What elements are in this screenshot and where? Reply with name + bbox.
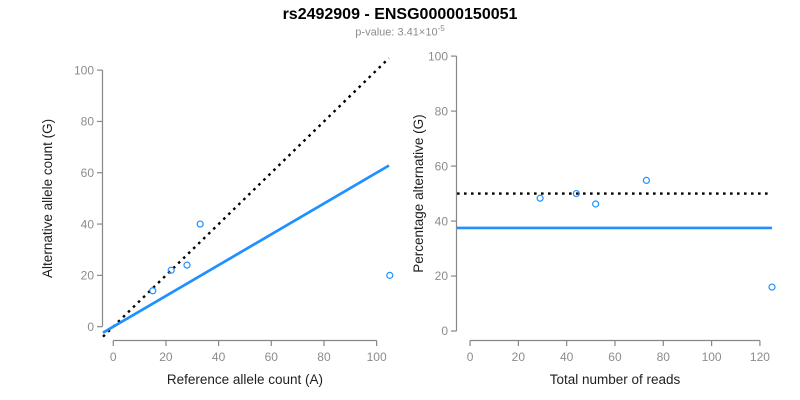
x-tick-label: 60	[265, 350, 279, 364]
y-tick-label: 20	[81, 269, 95, 283]
identity-line	[102, 57, 390, 338]
figure-subtitle: p-value: 3.41×10-5	[0, 24, 800, 39]
data-point	[183, 261, 191, 269]
y-tick-label: 0	[87, 320, 94, 334]
x-tick-label: 60	[608, 350, 622, 364]
data-point	[536, 194, 544, 202]
p-value-exponent: -5	[437, 24, 445, 33]
y-axis-title: Alternative allele count (G)	[40, 119, 55, 278]
x-tick-label: 0	[110, 350, 117, 364]
x-tick-label: 0	[467, 350, 474, 364]
y-tick-label: 80	[81, 115, 95, 129]
y-tick-label: 0	[441, 324, 448, 338]
x-axis-title: Total number of reads	[550, 372, 681, 387]
data-point	[149, 287, 157, 295]
data-point	[572, 189, 580, 198]
y-tick-label: 60	[435, 159, 449, 173]
x-tick-label: 40	[212, 350, 226, 364]
y-tick-label: 60	[81, 166, 95, 180]
p-value-text: p-value: 3.41×10	[355, 26, 438, 39]
x-tick-label: 80	[317, 350, 331, 364]
data-point	[196, 220, 204, 228]
right-scatter-plot: 0 20 40 60 80 100 120 Total number of reads 0 20 4…	[411, 49, 776, 387]
left-scatter-plot: 0 20 40 60 80 100 Reference allele count (A) 0 2…	[40, 57, 394, 387]
y-axis-title: Percentage alternative (G)	[411, 114, 426, 272]
x-axis-title: Reference allele count (A)	[167, 372, 323, 387]
figure-title: rs2492909 - ENSG00000150051	[282, 6, 518, 23]
data-point	[592, 200, 600, 208]
data-point	[167, 266, 175, 274]
data-point	[642, 176, 650, 184]
x-tick-label: 20	[512, 350, 526, 364]
y-tick-label: 80	[435, 104, 449, 118]
y-tick-label: 40	[435, 214, 449, 228]
x-tick-label: 100	[367, 350, 387, 364]
fit-line	[102, 164, 390, 334]
x-tick-label: 40	[560, 350, 574, 364]
y-tick-label: 100	[428, 49, 448, 63]
x-tick-label: 80	[657, 350, 671, 364]
y-tick-label: 40	[81, 217, 95, 231]
x-tick-label: 120	[750, 350, 770, 364]
y-tick-label: 20	[435, 269, 449, 283]
y-tick-label: 100	[74, 63, 94, 77]
x-tick-label: 20	[159, 350, 173, 364]
x-tick-label: 100	[702, 350, 722, 364]
data-point	[386, 271, 394, 279]
data-point	[768, 283, 776, 291]
